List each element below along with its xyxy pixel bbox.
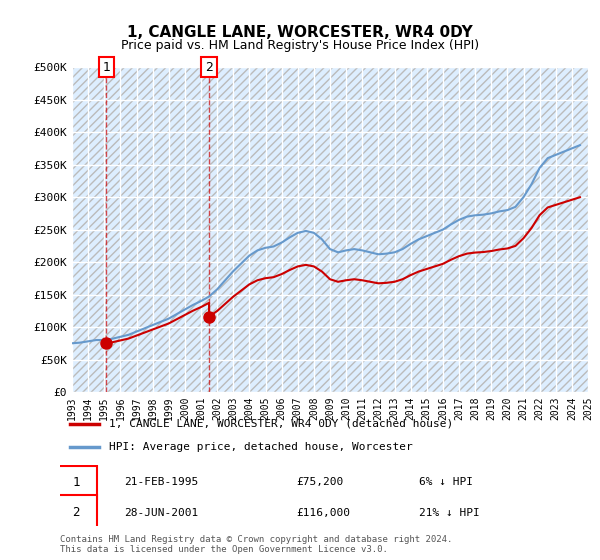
Text: 2: 2 (73, 506, 80, 519)
FancyBboxPatch shape (55, 495, 97, 528)
Text: HPI: Average price, detached house, Worcester: HPI: Average price, detached house, Worc… (109, 442, 413, 452)
Text: 21-FEB-1995: 21-FEB-1995 (124, 477, 198, 487)
Text: £116,000: £116,000 (296, 508, 350, 518)
Text: 2: 2 (205, 60, 213, 74)
Text: 28-JUN-2001: 28-JUN-2001 (124, 508, 198, 518)
Text: 1, CANGLE LANE, WORCESTER, WR4 0DY: 1, CANGLE LANE, WORCESTER, WR4 0DY (127, 25, 473, 40)
Text: 1: 1 (103, 60, 110, 74)
Text: 1: 1 (73, 475, 80, 488)
Text: 1, CANGLE LANE, WORCESTER, WR4 0DY (detached house): 1, CANGLE LANE, WORCESTER, WR4 0DY (deta… (109, 419, 454, 429)
Text: £75,200: £75,200 (296, 477, 343, 487)
Text: 6% ↓ HPI: 6% ↓ HPI (419, 477, 473, 487)
FancyBboxPatch shape (55, 466, 97, 500)
Text: Price paid vs. HM Land Registry's House Price Index (HPI): Price paid vs. HM Land Registry's House … (121, 39, 479, 52)
Text: Contains HM Land Registry data © Crown copyright and database right 2024.
This d: Contains HM Land Registry data © Crown c… (60, 535, 452, 554)
Text: 21% ↓ HPI: 21% ↓ HPI (419, 508, 480, 518)
